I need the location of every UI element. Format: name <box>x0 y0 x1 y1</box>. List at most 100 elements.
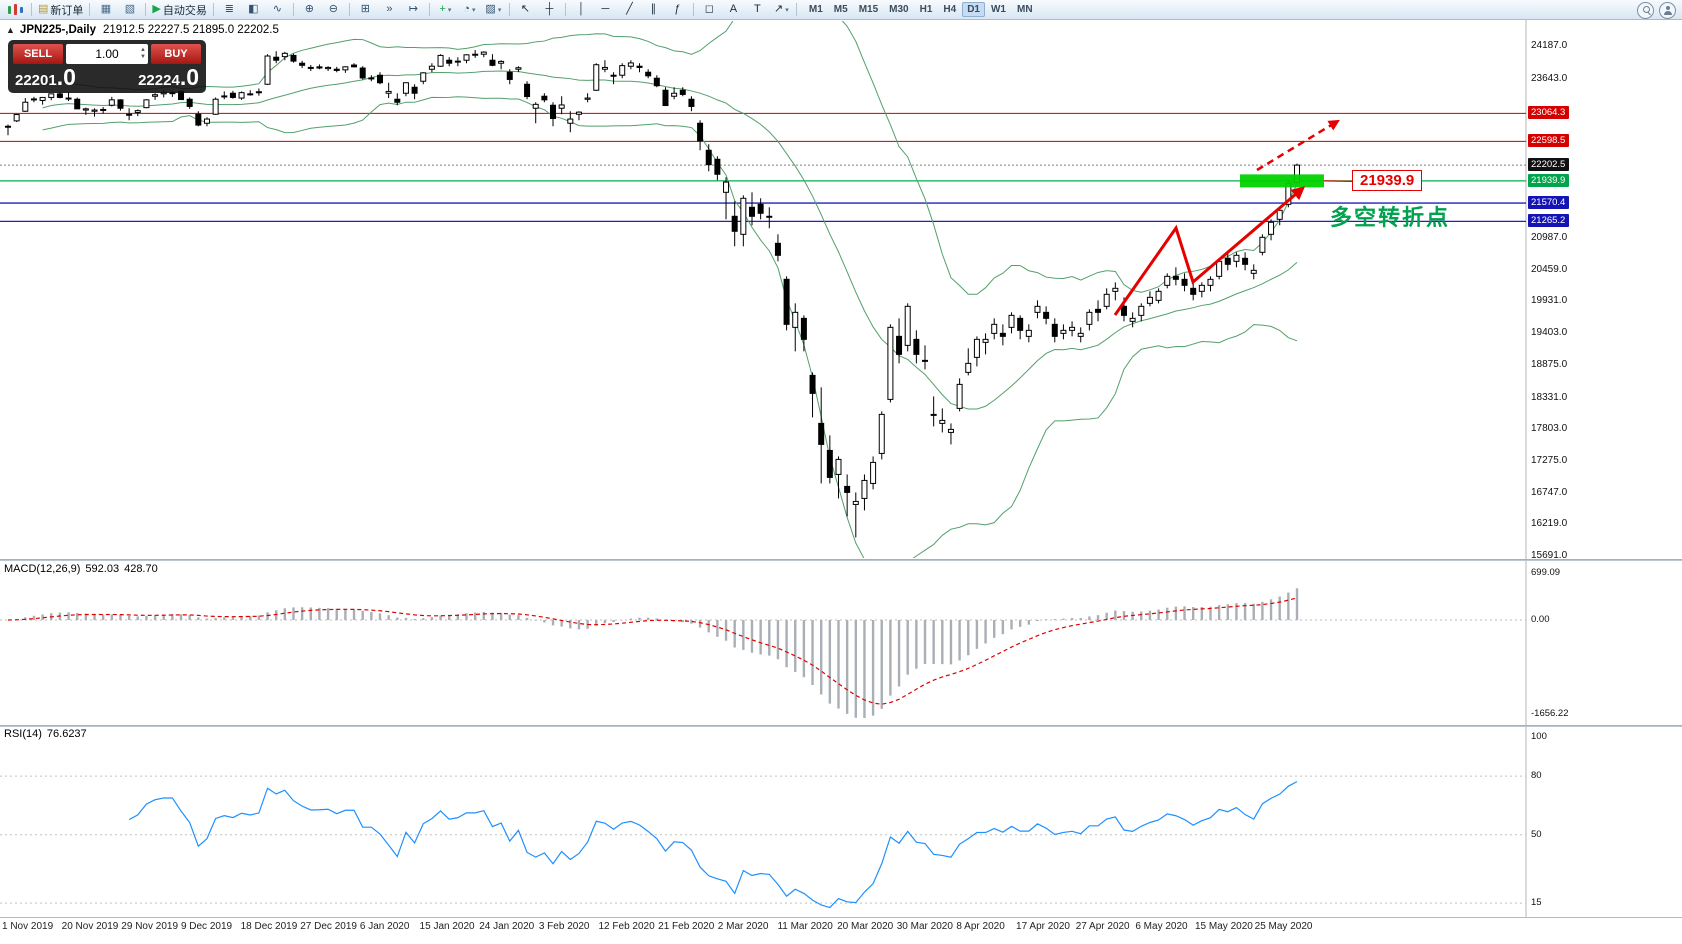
rsi-indicator-label: RSI(14) 76.6237 <box>4 728 87 740</box>
macd-signal-line <box>7 597 1298 705</box>
templates-button[interactable]: ▨ ▾ <box>485 3 502 15</box>
new-order-button[interactable]: ▤ 新订单 <box>38 3 84 17</box>
new-chart-button[interactable]: + ▾ <box>439 3 452 15</box>
rsi-line <box>128 781 1298 909</box>
fibonacci-tool-icon[interactable]: ƒ <box>674 3 681 15</box>
price-tick-label: 20459.0 <box>1531 263 1568 275</box>
timeframe-d1-button[interactable]: D1 <box>962 2 985 17</box>
toolbar: ▤ 新订单 ▦ ▧ ▶ 自动交易 ≣ ◧ ∿ ⊕ ⊖ ⊞ » ↦ + ▾ ◔ ▾ ▨ ▾ ↖ ┼ │ ─ ╱ ∥ ƒ ◻ A T ↗ ▾ M1… <box>0 0 1682 20</box>
toolbar-separator <box>348 3 350 16</box>
toolbar-separator <box>31 3 32 16</box>
channel-tool-icon[interactable]: ∥ <box>650 3 657 15</box>
timeframe-m15-button[interactable]: M15 <box>858 4 879 15</box>
sell-button[interactable]: SELL <box>13 44 63 64</box>
chart-plot-area[interactable] <box>0 20 1526 558</box>
toolbar-separator <box>145 3 147 16</box>
zoom-in-icon[interactable]: ⊕ <box>304 3 314 15</box>
text-tool-icon[interactable]: A <box>729 3 738 15</box>
zoom-out-icon[interactable]: ⊖ <box>328 3 338 15</box>
toolbar-separator <box>292 3 294 16</box>
date-tick-label: 6 Jan 2020 <box>359 921 410 932</box>
profiles-icon[interactable]: ▧ <box>124 3 136 15</box>
price-tick-label: 17275.0 <box>1531 454 1568 466</box>
turning-point-annotation[interactable]: 多空转折点 <box>1330 205 1451 230</box>
community-circle-button[interactable] <box>1659 2 1676 19</box>
macd-panel <box>0 588 1526 719</box>
timeframe-m30-button[interactable]: M30 <box>889 4 909 15</box>
price-tick-label: 16747.0 <box>1531 486 1568 498</box>
line-mode-icon[interactable]: ∿ <box>272 3 282 15</box>
crosshair-tool-icon[interactable]: ┼ <box>545 3 554 15</box>
chart-window-icon[interactable]: ▦ <box>100 3 112 15</box>
date-tick-label: 25 May 2020 <box>1254 921 1313 932</box>
toolbar-separator <box>428 3 430 16</box>
rsi-panel-divider[interactable] <box>0 725 1682 727</box>
chart-shift-icon[interactable]: ↦ <box>408 3 418 15</box>
bars-mode-icon[interactable]: ≣ <box>224 3 234 15</box>
buy-button[interactable]: BUY <box>151 44 201 64</box>
sell-price: 22201.0 <box>15 64 76 90</box>
timeframe-m1-button[interactable]: M1 <box>808 4 823 15</box>
rsi-scale-label: 15 <box>1531 897 1542 909</box>
one-click-panel-toggle[interactable]: ▲ <box>6 25 15 35</box>
projection-dashed-arrow <box>1256 119 1340 172</box>
autotrade-button[interactable]: ▶ 自动交易 <box>152 3 207 17</box>
arrows-tool-icon[interactable]: ↗ ▾ <box>774 3 789 15</box>
toolbar-separator <box>508 3 510 16</box>
date-tick-label: 17 Apr 2020 <box>1016 921 1070 932</box>
price-tick-label: 20987.0 <box>1531 232 1568 244</box>
support-highlight-bar <box>1240 174 1324 188</box>
date-tick-label: 20 Mar 2020 <box>837 921 894 932</box>
search-icon <box>1643 6 1650 13</box>
timeframe-h1-button[interactable]: H1 <box>919 4 933 15</box>
date-tick-label: 15 May 2020 <box>1195 921 1253 932</box>
label-tool-icon[interactable]: T <box>754 3 761 15</box>
price-tag-23064.3: 23064.3 <box>1528 106 1570 120</box>
search-circle-button[interactable] <box>1637 2 1654 19</box>
date-tick-label: 27 Dec 2019 <box>300 921 357 932</box>
price-tag-21570.4: 21570.4 <box>1528 196 1570 210</box>
date-tick-label: 8 Apr 2020 <box>956 921 1005 932</box>
date-tick-label: 30 Mar 2020 <box>896 921 953 932</box>
price-callout-label[interactable]: 21939.9 <box>1352 170 1423 191</box>
tile-windows-icon[interactable]: ⊞ <box>360 3 370 15</box>
price-tick-label: 23643.0 <box>1531 72 1568 84</box>
periods-button[interactable]: ◔ ▾ <box>463 3 476 15</box>
date-tick-label: 15 Jan 2020 <box>419 921 475 932</box>
candles-mode-icon[interactable]: ◧ <box>248 3 259 15</box>
date-tick-label: 2 Mar 2020 <box>717 921 769 932</box>
timeframe-m5-button[interactable]: M5 <box>833 4 848 15</box>
timeframe-w1-button[interactable]: W1 <box>990 4 1006 15</box>
trendline-tool-icon[interactable]: ╱ <box>626 3 633 15</box>
date-tick-label: 6 May 2020 <box>1135 921 1188 932</box>
auto-scroll-icon[interactable]: » <box>386 3 393 15</box>
toolbar-buttons: ▤ 新订单 ▦ ▧ ▶ 自动交易 ≣ ◧ ∿ ⊕ ⊖ ⊞ » ↦ + ▾ ◔ ▾ ▨ ▾ ↖ ┼ │ ─ ╱ ∥ ƒ ◻ A T ↗ ▾ <box>4 1 793 18</box>
rsi-panel <box>0 775 1526 909</box>
date-tick-label: 3 Feb 2020 <box>538 921 590 932</box>
horizontal-line-tool-icon[interactable]: ─ <box>601 3 610 15</box>
price-tag-21939.9: 21939.9 <box>1528 173 1570 187</box>
price-tag-22202.5: 22202.5 <box>1528 158 1570 172</box>
date-tick-label: 1 Nov 2019 <box>2 921 54 932</box>
macd-scale-label: 699.09 <box>1531 567 1561 578</box>
timeframe-mn-button[interactable]: MN <box>1016 4 1033 15</box>
volume-value: 1.00 <box>95 47 119 61</box>
shapes-tool-icon[interactable]: ◻ <box>704 3 714 15</box>
price-tick-label: 19931.0 <box>1531 295 1568 307</box>
volume-input[interactable]: 1.00 ▲ ▼ <box>66 44 148 64</box>
date-tick-label: 20 Nov 2019 <box>61 921 119 932</box>
toolbar-separator <box>564 3 566 16</box>
timeframe-h4-button[interactable]: H4 <box>943 4 957 15</box>
date-tick-label: 18 Dec 2019 <box>240 921 298 932</box>
cursor-tool-icon[interactable]: ↖ <box>520 3 530 15</box>
trend-zigzag-arrow <box>1113 186 1306 316</box>
toolbar-separator <box>795 3 797 16</box>
macd-panel-divider[interactable] <box>0 559 1682 561</box>
candlesticks <box>5 50 1300 538</box>
date-tick-label: 27 Apr 2020 <box>1075 921 1130 932</box>
volume-spinner[interactable]: ▲ ▼ <box>140 47 146 60</box>
chart-annotations[interactable] <box>1113 119 1353 316</box>
vertical-line-tool-icon[interactable]: │ <box>577 3 585 15</box>
price-tag-22598.5: 22598.5 <box>1528 134 1570 148</box>
